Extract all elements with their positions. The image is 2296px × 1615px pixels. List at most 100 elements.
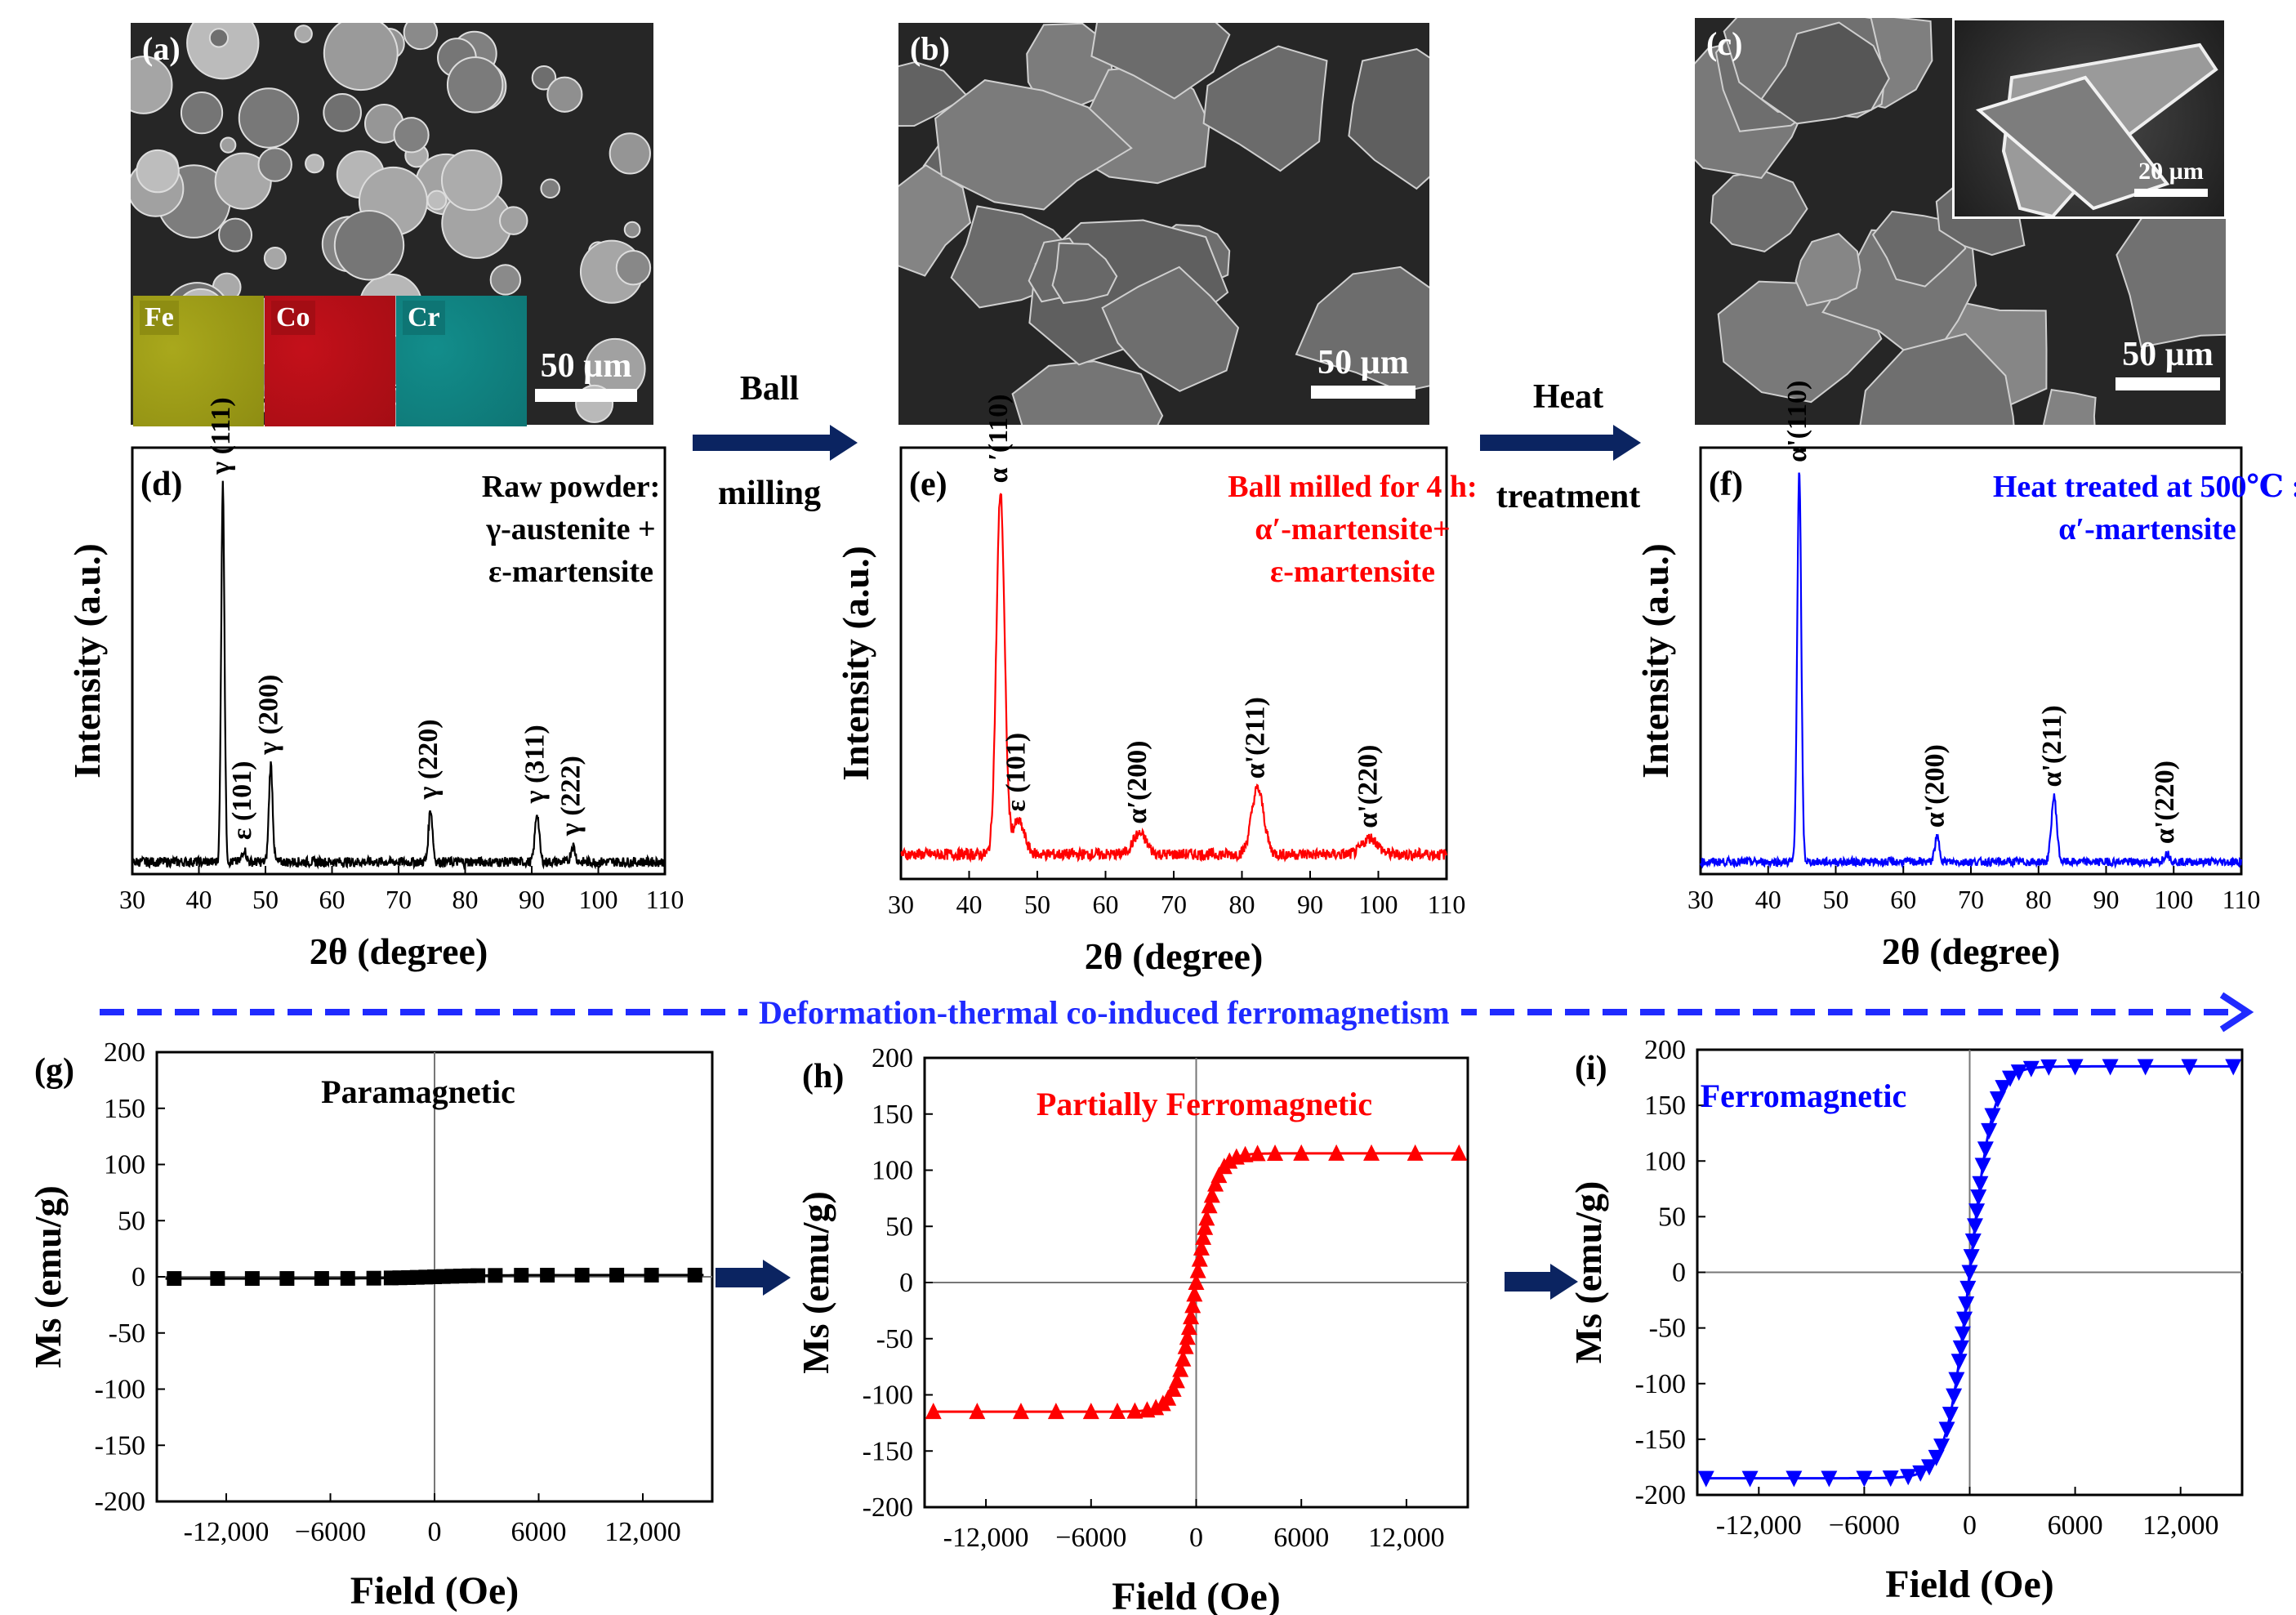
data-point — [1193, 1238, 1210, 1256]
inset-flake — [1975, 42, 2218, 216]
x-axis-label: 2θ (degree) — [1882, 930, 2061, 972]
data-point — [687, 1267, 702, 1283]
heat-treatment-line2: treatment — [1496, 478, 1641, 515]
y-tick-label: -50 — [109, 1318, 145, 1349]
chart-g: -12,000 −6000 0 6000 12,000 -200 -150 -100 -50 0 5… — [27, 1037, 714, 1613]
eds-label-fe: Fe — [140, 301, 179, 335]
chart-title-line: α′-martensite+ — [1255, 512, 1450, 547]
panel-label-e: (e) — [909, 466, 947, 503]
y-tick-label: 100 — [872, 1156, 913, 1186]
data-point — [1210, 1167, 1228, 1184]
flake — [1101, 265, 1240, 392]
x-tick-label: 80 — [453, 885, 479, 914]
data-point — [1921, 1459, 1938, 1476]
x-tick-label: 90 — [1297, 890, 1323, 919]
y-tick-label: 50 — [118, 1206, 145, 1236]
peak-label: α'(110) — [1782, 381, 1812, 462]
xrd-curve-d — [132, 480, 667, 871]
x-tick-label: 100 — [2154, 885, 2193, 914]
data-point — [1179, 1328, 1196, 1345]
flake — [1859, 332, 2015, 425]
x-tick-label: 80 — [1229, 890, 1255, 919]
data-point — [1900, 1469, 1917, 1486]
data-point — [1082, 1403, 1099, 1420]
data-point — [167, 1271, 182, 1287]
x-tick-label: 12,000 — [1368, 1523, 1445, 1553]
banner-text: Deformation-thermal co-induced ferromagn… — [747, 993, 1461, 1032]
particle — [294, 25, 313, 43]
data-point — [1188, 1274, 1205, 1290]
particle — [540, 178, 560, 199]
peak-label: ε (101) — [227, 761, 257, 840]
data-point — [1786, 1470, 1803, 1488]
xrd-curve-e — [900, 493, 1448, 863]
data-point — [1267, 1144, 1284, 1161]
data-point — [1191, 1250, 1208, 1267]
data-point — [1207, 1175, 1224, 1192]
peak-label: α'(220) — [2150, 761, 2180, 844]
data-point — [574, 1267, 590, 1283]
data-point — [1741, 1470, 1759, 1488]
x-tick-label: 80 — [2026, 885, 2052, 914]
data-point — [1968, 1203, 1986, 1220]
data-point — [1189, 1261, 1206, 1278]
x-tick-label: 0 — [1963, 1510, 1977, 1541]
data-point — [210, 1271, 225, 1287]
x-axis-label: Field (Oe) — [1112, 1575, 1281, 1615]
peak-label: γ (200) — [254, 675, 284, 756]
x-tick-label: 50 — [252, 885, 279, 914]
data-point — [1950, 1354, 1968, 1371]
data-point — [2181, 1059, 2198, 1076]
x-tick-label: −6000 — [295, 1517, 366, 1547]
y-axis-label: Intensity (a.u.) — [1634, 543, 1676, 779]
data-point — [1108, 1403, 1126, 1420]
data-point — [2001, 1070, 2018, 1087]
eds-label-cr: Cr — [403, 301, 445, 335]
x-tick-label: 70 — [1161, 890, 1187, 919]
data-point — [340, 1270, 355, 1286]
data-point — [244, 1271, 260, 1287]
y-tick-label: 200 — [1644, 1035, 1686, 1065]
y-tick-label: -100 — [1635, 1369, 1686, 1399]
flake — [898, 60, 970, 127]
x-tick-label: 90 — [519, 885, 545, 914]
data-point — [2066, 1059, 2084, 1076]
y-tick-label: -50 — [876, 1324, 913, 1354]
peak-label: α ′(110) — [983, 395, 1014, 484]
data-point — [1168, 1372, 1185, 1389]
data-point — [1966, 1218, 1983, 1235]
x-tick-label: 60 — [319, 885, 346, 914]
y-axis-label: Ms (emu/g) — [795, 1191, 836, 1374]
data-point — [1249, 1144, 1266, 1162]
particle — [263, 247, 287, 270]
data-point — [1047, 1403, 1064, 1420]
chart-title-line: α′-martensite — [2058, 512, 2236, 547]
y-axis-label: Ms (emu/g) — [1567, 1181, 1609, 1364]
scale-bar-inset: 20 µm — [2134, 158, 2208, 197]
data-point — [1856, 1470, 1873, 1488]
data-point — [1172, 1360, 1189, 1377]
scale-bar-inset-text: 20 µm — [2138, 158, 2204, 185]
y-tick-label: -50 — [1649, 1314, 1686, 1344]
data-point — [1989, 1091, 2006, 1109]
data-point — [1293, 1144, 1310, 1161]
chart-title: Partially Ferromagnetic — [1037, 1086, 1372, 1122]
scale-bar-a: 50 µm — [535, 346, 637, 402]
flake — [1794, 232, 1861, 307]
scale-bar-a-line — [535, 389, 637, 402]
data-point — [1186, 1285, 1203, 1302]
y-tick-label: 150 — [104, 1094, 145, 1124]
data-point — [1197, 1218, 1214, 1235]
flake — [1760, 21, 1890, 125]
y-tick-label: 150 — [872, 1100, 913, 1130]
x-tick-label: 30 — [1687, 885, 1714, 914]
peak-label: γ (220) — [413, 719, 444, 800]
peak-label: ε (101) — [1001, 733, 1032, 812]
y-tick-label: -150 — [95, 1430, 145, 1461]
particle — [333, 210, 405, 281]
particle — [609, 132, 651, 175]
y-axis-label: Intensity (a.u.) — [66, 543, 108, 779]
particle — [615, 250, 652, 286]
x-axis-label: Field (Oe) — [350, 1569, 519, 1613]
panel-label-f: (f) — [1709, 466, 1743, 503]
